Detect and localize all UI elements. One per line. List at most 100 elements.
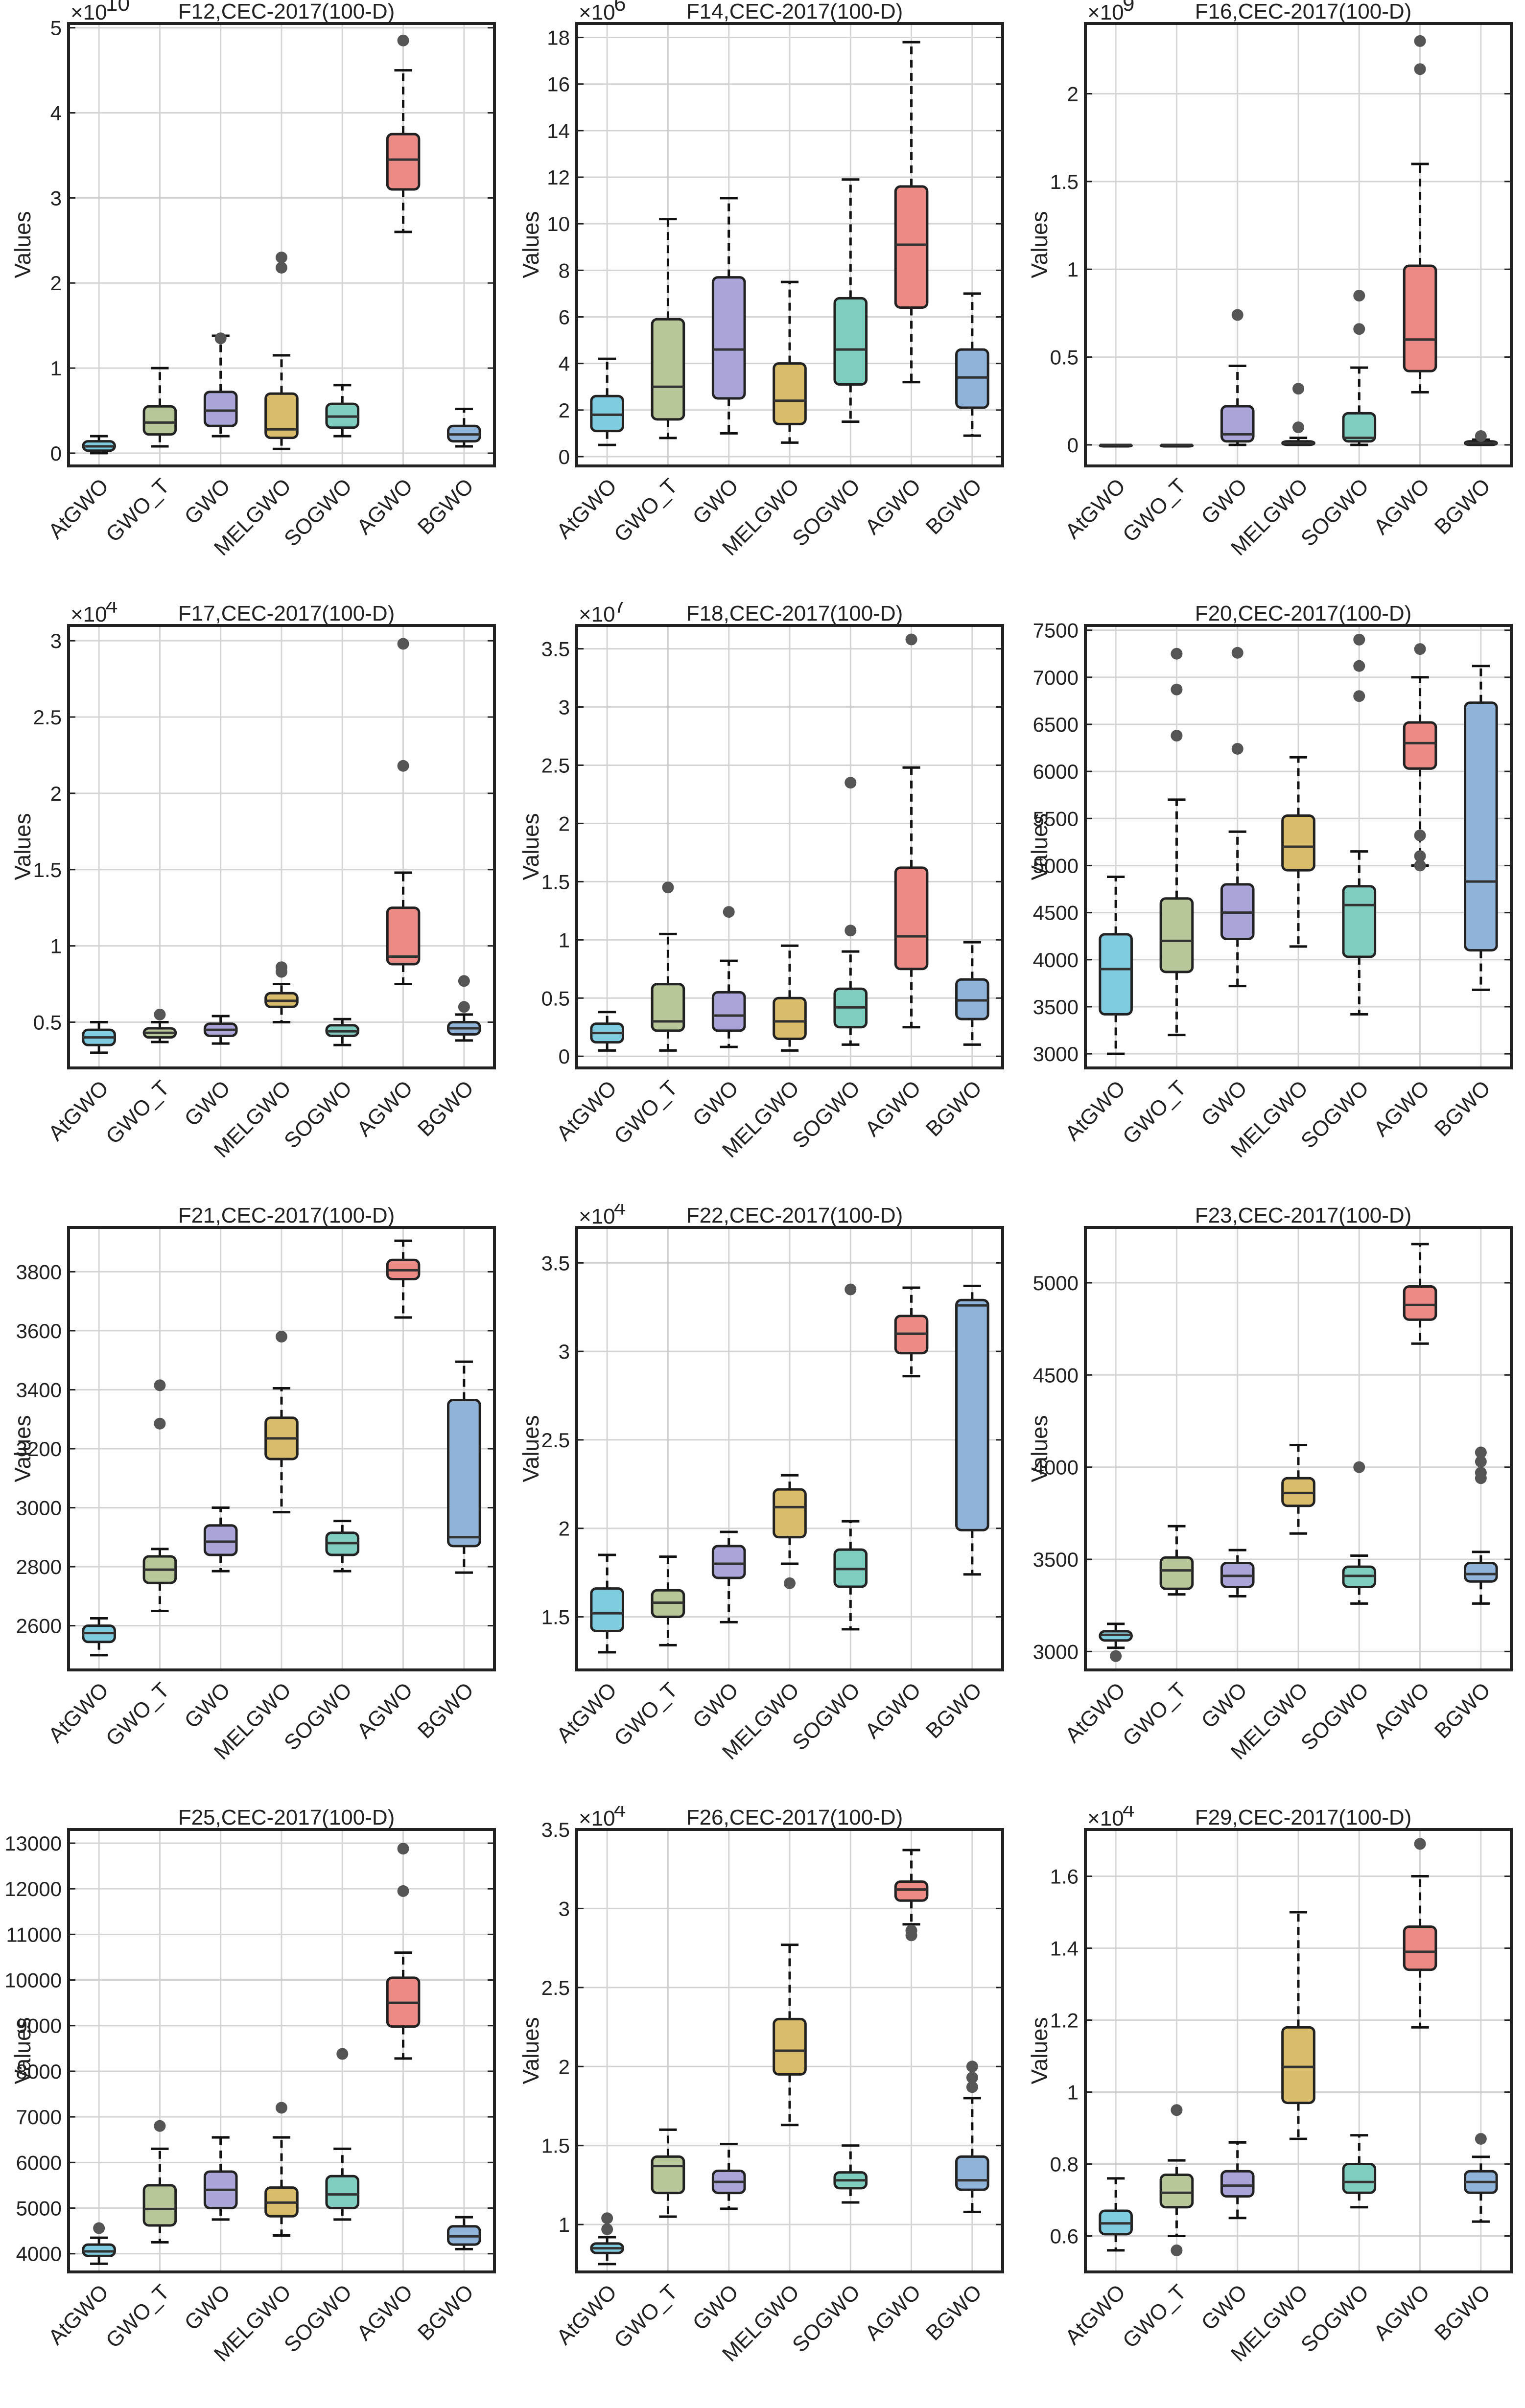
box-body	[651, 2155, 685, 2195]
axis-exponent-power: 9	[1123, 0, 1134, 16]
box-gwo-t	[651, 881, 685, 1052]
box-body	[386, 133, 421, 191]
y-tick-label: 1.5	[33, 858, 62, 881]
chart-title: F16,CEC-2017(100-D)	[1195, 0, 1412, 23]
outlier-point	[276, 961, 287, 973]
x-tick-label: SOGWO	[280, 1076, 356, 1153]
outlier-point	[1231, 647, 1243, 659]
x-tick-label: BGWO	[1430, 2280, 1495, 2345]
axes-frame	[1084, 22, 1513, 467]
y-tick-label: 2	[559, 2055, 570, 2078]
box-agwo	[894, 41, 929, 384]
box-atgwo	[82, 435, 116, 455]
y-tick-label: 1	[50, 357, 62, 380]
box-body	[1281, 2026, 1315, 2105]
y-tick-label: 3.5	[541, 1251, 570, 1274]
y-tick-label: 5500	[1033, 807, 1079, 830]
x-tick-label: BGWO	[1430, 1076, 1495, 1141]
axes-frame	[575, 1226, 1004, 1671]
box-atgwo	[590, 357, 624, 446]
x-tick-label: GWO_T	[1118, 1076, 1191, 1149]
outlier-point	[845, 925, 857, 937]
box-melgwo	[1281, 1443, 1315, 1535]
y-tick-label: 6000	[16, 2151, 62, 2174]
box-body	[1342, 885, 1377, 958]
box-melgwo	[1281, 1911, 1315, 2140]
chart-panel: 3000 3500 4000 4500 5000 5500 6000 6500 7000 7500…	[1017, 602, 1525, 1204]
outlier-point	[276, 1330, 287, 1343]
y-tick-label: 3000	[1033, 1042, 1079, 1065]
x-tick-label: BGWO	[413, 2280, 478, 2345]
chart-panel: 4000 5000 6000 7000 8000 9000 10000 11000 12000 1…	[0, 1806, 508, 2408]
box-agwo	[386, 1239, 421, 1319]
y-tick-label: 4000	[1033, 949, 1079, 972]
box-body	[142, 405, 177, 436]
y-tick-label: 0.6	[1050, 2225, 1079, 2248]
y-tick-label: 1.5	[1050, 170, 1079, 193]
box-body	[711, 1545, 746, 1579]
x-tick-label: GWO	[688, 1076, 743, 1131]
y-axis-label: Values	[518, 813, 543, 880]
chart-panel: 0.6 0.8 1 1.2 1.4 1.6 AtGWO GWO_T GWO MELGWO SOGWO…	[1017, 1806, 1525, 2408]
y-tick-label: 6500	[1033, 713, 1079, 736]
outlier-point	[1171, 2104, 1183, 2116]
x-tick-label: BGWO	[1430, 474, 1495, 539]
outlier-point	[1414, 829, 1426, 841]
x-tick-label: GWO	[180, 474, 235, 529]
box-body	[894, 1880, 929, 1902]
box-bgwo	[447, 975, 481, 1042]
outlier-point	[1292, 383, 1304, 395]
box-sogwo	[1342, 1461, 1377, 1605]
box-sogwo	[833, 1283, 868, 1631]
box-gwo-t	[651, 218, 685, 440]
outlier-point	[1231, 309, 1243, 321]
box-atgwo	[82, 2222, 116, 2265]
box-agwo	[386, 638, 421, 986]
x-tick-label: GWO	[1197, 474, 1251, 529]
y-tick-label: 2.5	[541, 1429, 570, 1452]
y-tick-label: 1	[1067, 2081, 1079, 2104]
outlier-point	[601, 2223, 613, 2235]
y-tick-label: 3500	[1033, 1548, 1079, 1571]
x-tick-label: AtGWO	[44, 1678, 113, 1747]
x-tick-label: AtGWO	[1060, 2280, 1130, 2349]
axis-exponent-power: 6	[614, 0, 626, 16]
y-tick-label: 3000	[1033, 1640, 1079, 1663]
outlier-point	[336, 2048, 349, 2060]
y-tick-label: 8	[559, 259, 570, 282]
chart-title: F26,CEC-2017(100-D)	[686, 1806, 903, 1829]
x-tick-label: AGWO	[1369, 1076, 1434, 1141]
y-tick-label: 11000	[6, 1923, 62, 1946]
y-tick-label: 3.5	[541, 1818, 570, 1841]
y-tick-label: 14	[547, 119, 570, 142]
outlier-point	[1414, 850, 1426, 862]
chart-title: F25,CEC-2017(100-D)	[178, 1806, 395, 1829]
y-tick-label: 2	[559, 399, 570, 422]
x-tick-label: GWO_T	[101, 2280, 174, 2353]
outlier-point	[1353, 690, 1365, 702]
box-gwo	[1220, 1549, 1255, 1598]
x-tick-label: GWO_T	[610, 1678, 682, 1751]
outlier-point	[1353, 323, 1365, 335]
y-tick-label: 0	[559, 445, 570, 468]
y-tick-label: 1.5	[541, 1606, 570, 1629]
axes-frame	[67, 624, 496, 1069]
axes-frame	[1084, 624, 1513, 1069]
x-tick-label: SOGWO	[788, 2280, 865, 2357]
box-agwo	[894, 633, 929, 1029]
y-axis-label: Values	[1027, 2017, 1052, 2084]
y-tick-label: 5	[50, 17, 62, 40]
box-bgwo	[955, 941, 989, 1046]
box-body	[1403, 264, 1437, 372]
box-sogwo	[1342, 2134, 1377, 2209]
y-tick-label: 3500	[1033, 996, 1079, 1019]
box-melgwo	[264, 1330, 299, 1514]
outlier-point	[601, 2212, 613, 2224]
box-atgwo	[1099, 443, 1133, 448]
x-tick-label: BGWO	[413, 474, 478, 539]
x-tick-label: GWO_T	[1118, 1678, 1191, 1751]
chart-panel: 0.5 1 1.5 2 2.5 3 AtGWO GWO_T GWO MELGWO SOGWO AGWO…	[0, 602, 508, 1204]
